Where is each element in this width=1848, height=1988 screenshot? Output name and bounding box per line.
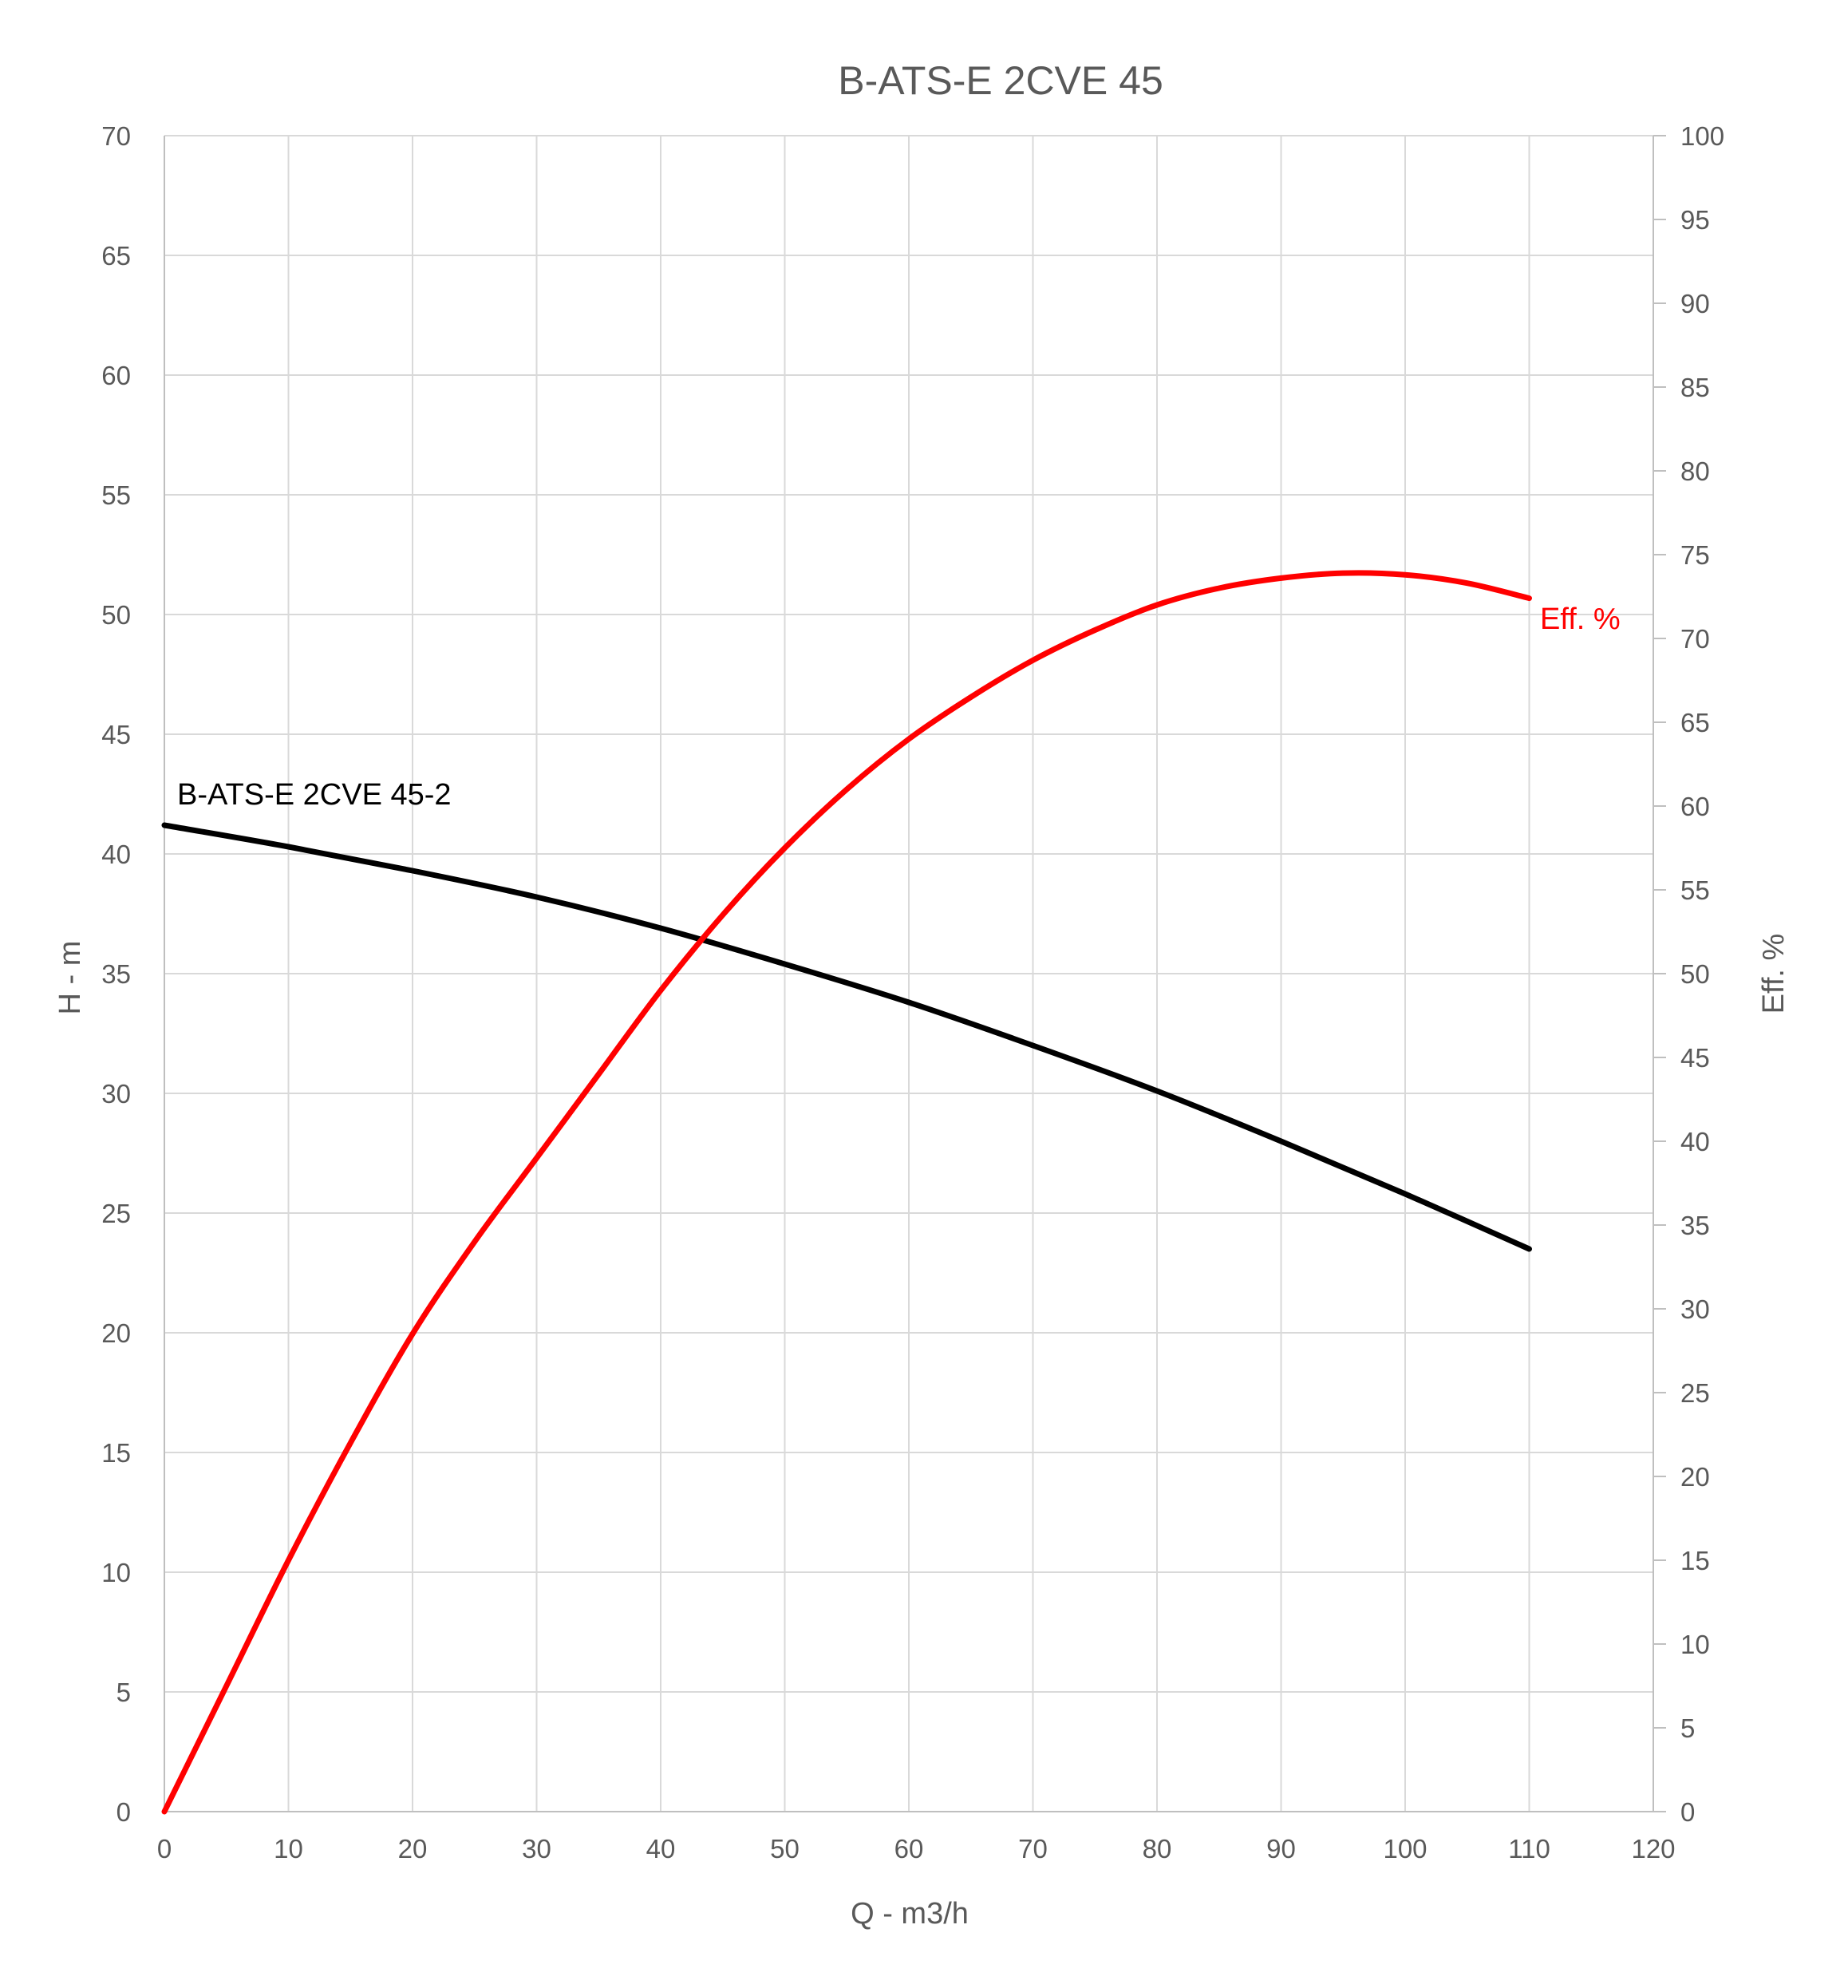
efficiency-curve-line [161,570,1532,1815]
y-tick-label: 35 [101,959,131,989]
y-tick-label: 65 [101,241,131,271]
y2-tick-label: 10 [1680,1630,1710,1659]
y-tick-label: 40 [101,840,131,869]
y2-tick-label: 80 [1680,456,1710,486]
y-tick-label: 30 [101,1079,131,1109]
y-tick-label: 25 [101,1199,131,1228]
labels: B-ATS-E 2CVE 45 Q - m3/h H - m Eff. % B-… [53,58,1791,1931]
y2-tick-label: 45 [1680,1043,1710,1073]
y2-tick-label: 25 [1680,1378,1710,1408]
grid [164,135,1654,1812]
x-tick-label: 50 [770,1834,800,1864]
chart-title: B-ATS-E 2CVE 45 [838,58,1163,103]
x-axis-label: Q - m3/h [851,1897,969,1931]
efficiency-series-label: Eff. % [1540,603,1621,636]
x-tick-label: 70 [1018,1834,1048,1864]
y-tick-label: 60 [101,361,131,390]
y2-tick-label: 35 [1680,1211,1710,1240]
y-axis-label: H - m [53,941,87,1015]
y-tick-label: 20 [101,1318,131,1348]
axes: 0 10 20 30 40 50 60 70 80 90 100 110 120051015202530… [101,121,1724,1864]
x-tick-label: 90 [1266,1834,1296,1864]
y-tick-label: 50 [101,600,131,630]
y2-tick-label: 95 [1680,205,1710,235]
y2-tick-label: 0 [1680,1797,1695,1827]
x-tick-label: 80 [1143,1834,1172,1864]
y2-tick-label: 15 [1680,1546,1710,1575]
y-tick-label: 15 [101,1438,131,1468]
y2-tick-label: 60 [1680,792,1710,821]
y-tick-label: 5 [116,1678,131,1707]
y2-tick-label: 30 [1680,1294,1710,1324]
y2-tick-label: 50 [1680,959,1710,989]
y2-tick-label: 20 [1680,1462,1710,1492]
y-tick-label: 70 [101,121,131,151]
x-tick-label: 20 [398,1834,428,1864]
y2-axis-label: Eff. % [1757,934,1791,1014]
y2-tick-label: 85 [1680,373,1710,402]
head-curve-line [161,822,1532,1252]
y2-tick-label: 100 [1680,121,1724,151]
y2-tick-label: 65 [1680,708,1710,737]
y-tick-label: 10 [101,1558,131,1587]
head-series-label: B-ATS-E 2CVE 45-2 [177,778,452,812]
y-tick-label: 45 [101,720,131,749]
x-tick-label: 120 [1631,1834,1675,1864]
y2-tick-label: 5 [1680,1713,1695,1743]
x-tick-label: 110 [1508,1834,1550,1864]
y-tick-label: 55 [101,480,131,510]
y2-tick-label: 40 [1680,1127,1710,1156]
x-tick-label: 0 [157,1834,172,1864]
y-tick-label: 0 [116,1797,131,1827]
y2-tick-label: 70 [1680,624,1710,654]
y2-tick-label: 55 [1680,875,1710,905]
x-tick-label: 60 [894,1834,924,1864]
x-tick-label: 40 [646,1834,676,1864]
y2-tick-label: 90 [1680,289,1710,318]
y2-tick-label: 75 [1680,540,1710,570]
x-tick-label: 10 [274,1834,303,1864]
x-tick-label: 30 [522,1834,551,1864]
x-tick-label: 100 [1383,1834,1427,1864]
series [161,570,1532,1815]
